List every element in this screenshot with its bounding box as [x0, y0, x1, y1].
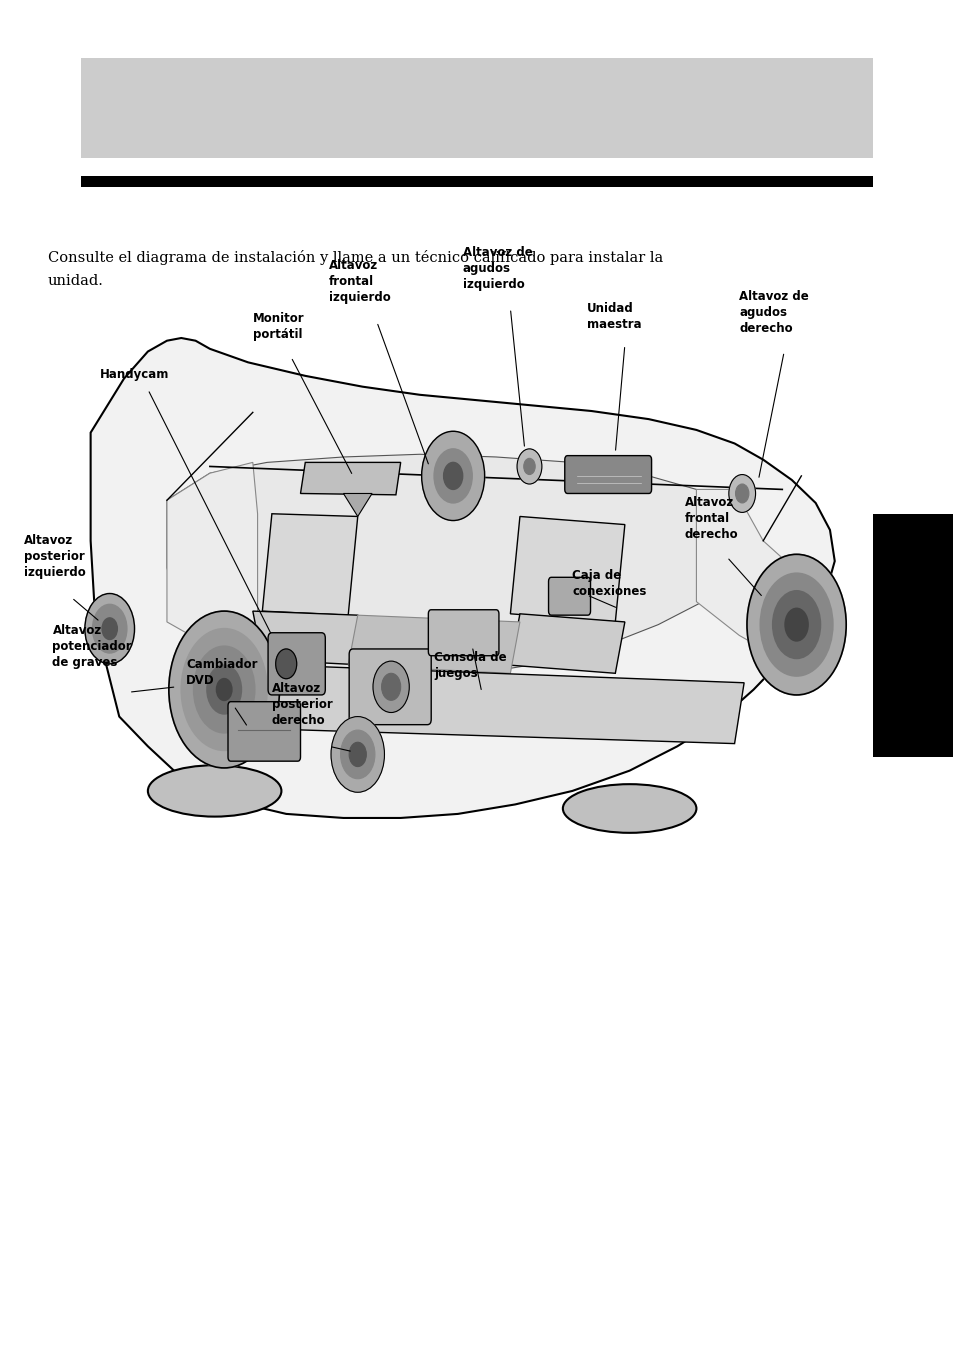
Circle shape: [193, 646, 254, 733]
Circle shape: [181, 629, 267, 750]
Polygon shape: [510, 516, 624, 622]
Circle shape: [92, 604, 127, 653]
Bar: [872, 514, 953, 757]
Circle shape: [207, 665, 241, 714]
Text: Altavoz
posterior
derecho: Altavoz posterior derecho: [272, 683, 333, 727]
Text: Unidad
maestra: Unidad maestra: [586, 303, 640, 331]
FancyBboxPatch shape: [349, 649, 431, 725]
Text: Altavoz
potenciador
de graves: Altavoz potenciador de graves: [52, 625, 132, 669]
Polygon shape: [167, 462, 257, 649]
Polygon shape: [343, 493, 372, 516]
FancyBboxPatch shape: [228, 702, 300, 761]
Ellipse shape: [562, 784, 696, 833]
Circle shape: [275, 649, 296, 679]
Circle shape: [772, 591, 820, 658]
Circle shape: [102, 618, 117, 639]
Text: Altavoz de
agudos
izquierdo: Altavoz de agudos izquierdo: [462, 246, 532, 291]
Circle shape: [523, 458, 535, 475]
Polygon shape: [510, 614, 624, 673]
Text: Caja de
conexiones: Caja de conexiones: [572, 569, 646, 598]
Text: Consulte el diagrama de instalación y llame a un técnico calificado para instala: Consulte el diagrama de instalación y ll…: [48, 250, 662, 265]
Polygon shape: [210, 662, 743, 744]
FancyBboxPatch shape: [268, 633, 325, 695]
FancyBboxPatch shape: [564, 456, 651, 493]
Circle shape: [443, 462, 462, 489]
Text: Altavoz
frontal
derecho: Altavoz frontal derecho: [684, 496, 738, 541]
Circle shape: [349, 742, 366, 767]
Text: Cambiador
DVD: Cambiador DVD: [186, 658, 257, 687]
Circle shape: [434, 449, 472, 503]
Text: Altavoz de
agudos
derecho: Altavoz de agudos derecho: [739, 291, 808, 335]
Text: Altavoz
posterior
izquierdo: Altavoz posterior izquierdo: [24, 534, 86, 579]
Circle shape: [381, 673, 400, 700]
Circle shape: [517, 449, 541, 484]
Circle shape: [169, 611, 279, 768]
Circle shape: [331, 717, 384, 792]
Polygon shape: [167, 454, 762, 679]
Circle shape: [373, 661, 409, 713]
Circle shape: [85, 594, 134, 664]
Text: Consola de
juegos: Consola de juegos: [434, 652, 506, 680]
Polygon shape: [91, 338, 834, 818]
Circle shape: [421, 431, 484, 521]
Text: Monitor
portátil: Monitor portátil: [253, 312, 304, 341]
Polygon shape: [696, 489, 815, 660]
Circle shape: [216, 679, 232, 700]
Circle shape: [784, 608, 807, 641]
Text: Altavoz
frontal
izquierdo: Altavoz frontal izquierdo: [329, 260, 391, 304]
Polygon shape: [253, 611, 367, 665]
Circle shape: [340, 730, 375, 779]
FancyBboxPatch shape: [548, 577, 590, 615]
Circle shape: [760, 573, 832, 676]
FancyBboxPatch shape: [428, 610, 498, 656]
Bar: [81, 176, 872, 187]
Polygon shape: [262, 514, 357, 615]
Text: unidad.: unidad.: [48, 274, 104, 288]
Bar: [81, 58, 872, 158]
Circle shape: [735, 484, 748, 503]
Circle shape: [746, 554, 845, 695]
Circle shape: [728, 475, 755, 512]
Text: Handycam: Handycam: [100, 368, 170, 381]
Polygon shape: [300, 462, 400, 495]
Polygon shape: [348, 615, 519, 673]
Ellipse shape: [148, 765, 281, 817]
